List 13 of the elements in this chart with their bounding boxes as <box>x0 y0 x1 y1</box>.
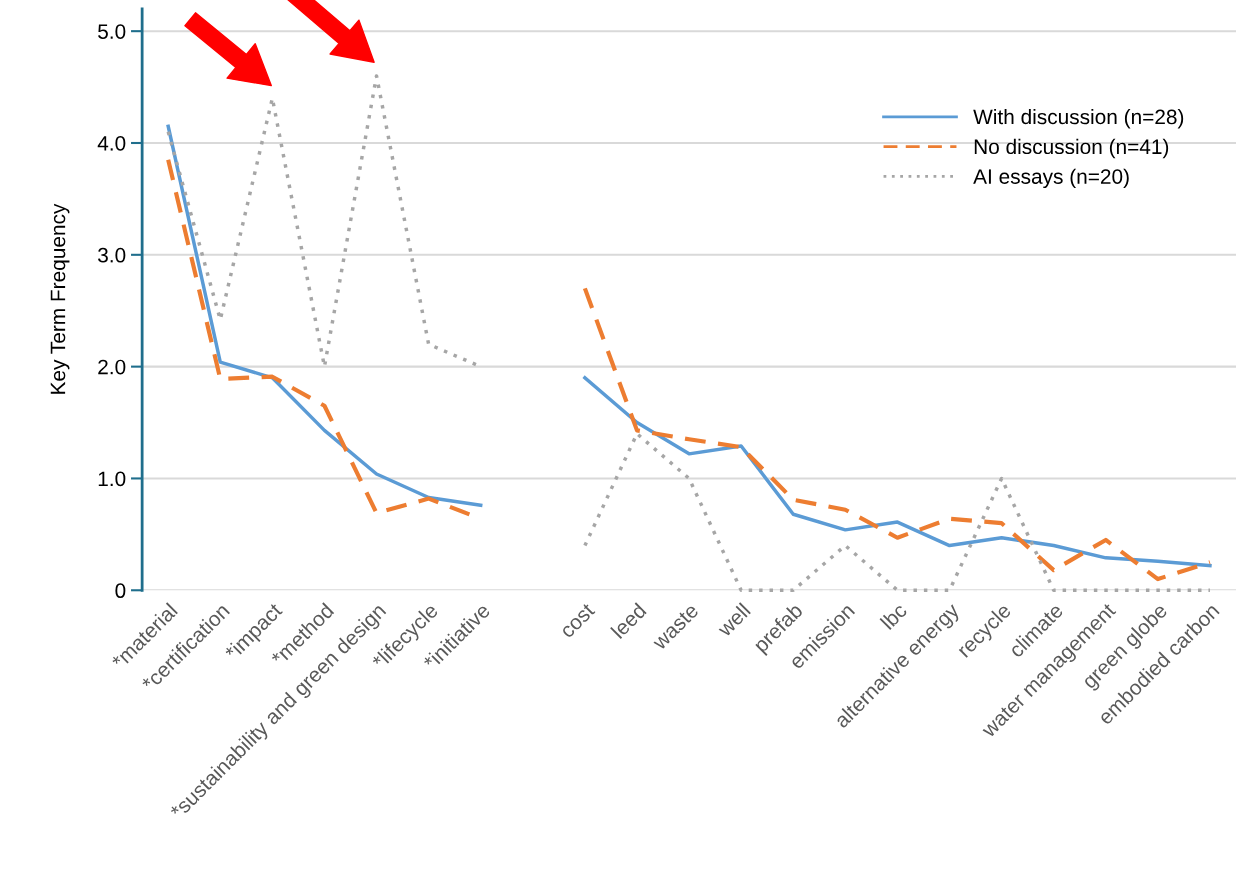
x-tick-label: lbc <box>879 601 908 631</box>
y-tick-label: 4.0 <box>97 135 126 151</box>
y-axis-title: Key Term Frequency <box>50 203 70 394</box>
y-tick-label: 0 <box>115 583 126 599</box>
legend-label: With discussion (n=28) <box>973 108 1184 129</box>
legend-label: No discussion (n=41) <box>974 138 1169 159</box>
legend-label: AI essays (n=20) <box>973 168 1129 189</box>
y-tick-label: 5.0 <box>98 24 126 39</box>
y-tick-label: 2.0 <box>98 359 126 375</box>
x-tick-label: well <box>715 602 751 638</box>
y-tick-label: 3.0 <box>98 247 126 263</box>
y-tick-label: 1.0 <box>98 471 126 487</box>
x-tick-label: cost <box>559 602 596 639</box>
